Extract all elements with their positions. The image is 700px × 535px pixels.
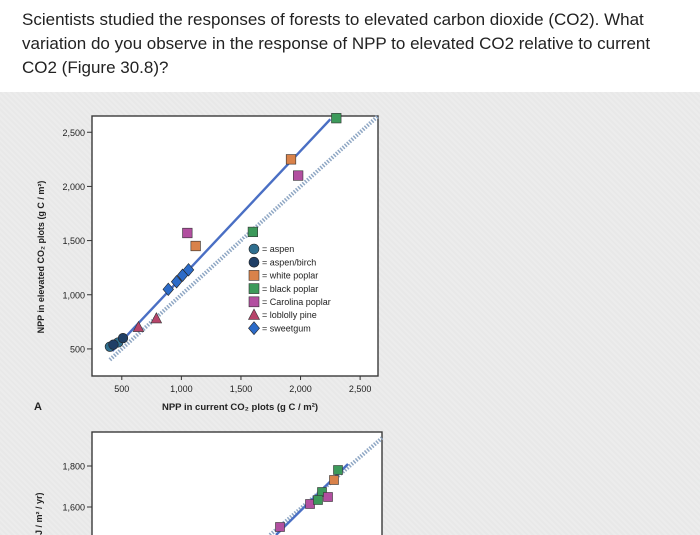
panel-b-plot: 1,800 1,600 <box>62 436 384 535</box>
x-tick-label: 2,000 <box>289 384 312 394</box>
data-point-sweetgum <box>182 263 195 277</box>
legend-marker <box>248 296 260 308</box>
data-point-carolina-poplar <box>293 170 304 181</box>
x-tick-label: 1,000 <box>170 384 193 394</box>
panel-letter-a: A <box>34 401 42 413</box>
legend-marker <box>248 321 260 336</box>
panel-b-data-point <box>333 465 343 475</box>
panel-a-plot: 500 1,000 1,500 2,000 2,500 500 1,000 1,500 2,00… <box>62 113 380 394</box>
data-point-white-poplar <box>190 240 201 252</box>
legend-marker <box>248 243 260 255</box>
panel-b-data-point <box>275 522 285 532</box>
data-point-sweetgum <box>162 282 174 297</box>
panel-b-y-tick-label: 1,800 <box>62 462 85 472</box>
panel-b-y-axis-label: J / m² / yr) <box>34 492 44 535</box>
panel-b-data-point <box>323 492 333 502</box>
legend-label: = black poplar <box>262 284 318 294</box>
legend-label: = aspen <box>262 244 294 254</box>
legend-label: = sweetgum <box>262 323 311 333</box>
panel-b-data-point <box>313 495 323 505</box>
y-tick-label: 1,000 <box>62 290 85 300</box>
data-point-carolina-poplar <box>182 227 193 239</box>
data-point-loblolly-pine <box>132 320 145 332</box>
panel-b-data-point <box>305 499 315 509</box>
legend-label: = loblolly pine <box>262 310 317 320</box>
panel-b-y-tick-label: 1,600 <box>62 503 85 513</box>
y-tick-label: 2,000 <box>62 182 85 192</box>
panel-b-data-point <box>329 475 339 485</box>
figure-svg: 500 1,000 1,500 2,000 2,500 500 1,000 1,500 2,00… <box>34 113 384 535</box>
x-tick-label: 2,500 <box>349 384 372 394</box>
legend-marker <box>248 270 260 281</box>
question-text: Scientists studied the responses of fore… <box>22 10 651 77</box>
data-point-white-poplar <box>285 154 297 165</box>
data-point-aspen-birch <box>117 332 129 344</box>
legend-label: = white poplar <box>262 271 318 281</box>
legend-box <box>244 239 352 359</box>
y-tick-label: 500 <box>70 344 85 354</box>
data-point-sweetgum <box>170 275 183 289</box>
y-tick-label: 2,500 <box>62 128 85 138</box>
legend-marker <box>248 308 260 320</box>
legend-marker <box>248 256 260 268</box>
y-axis-label: NPP in elevated CO₂ plots (g C / m²) <box>36 181 46 334</box>
x-tick-label: 500 <box>114 384 129 394</box>
x-axis-label: NPP in current CO₂ plots (g C / m²) <box>162 402 318 413</box>
data-point-aspen-birch <box>108 339 119 350</box>
data-point-black-poplar <box>247 226 258 238</box>
y-tick-label: 1,500 <box>62 236 85 246</box>
legend-label: = aspen/birch <box>262 257 316 267</box>
legend: = aspen = aspen/birch = white poplar = blac… <box>244 239 352 359</box>
data-point-black-poplar <box>331 113 342 124</box>
x-tick-label: 1,500 <box>230 384 253 394</box>
figure-photo: 500 1,000 1,500 2,000 2,500 500 1,000 1,500 2,00… <box>0 92 700 535</box>
data-point-loblolly-pine <box>150 312 163 324</box>
panel-b-reference-line <box>268 436 384 535</box>
legend-marker <box>248 283 260 294</box>
legend-label: = Carolina poplar <box>262 297 331 307</box>
